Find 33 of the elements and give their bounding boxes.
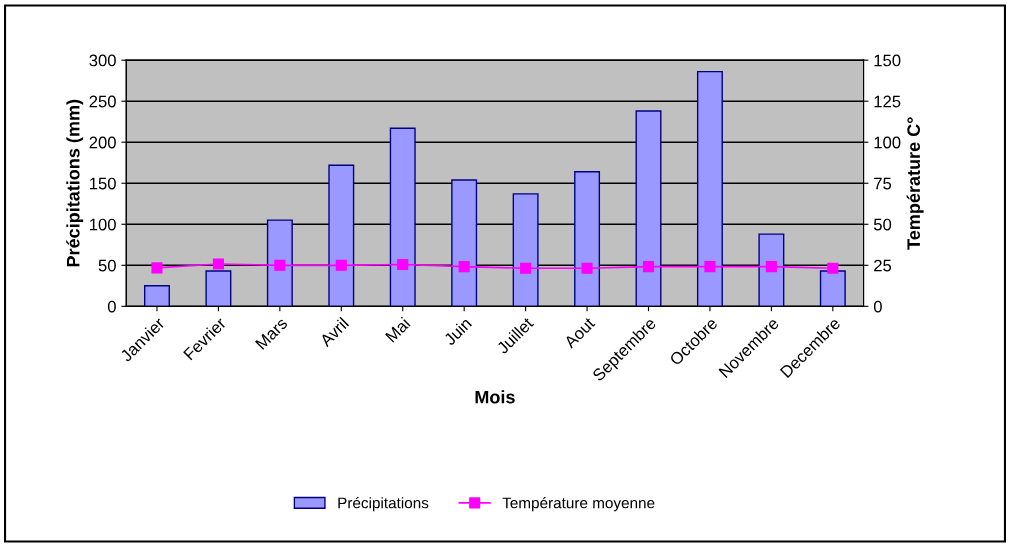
bar (574, 171, 601, 307)
bar (143, 285, 170, 307)
bar (512, 193, 539, 307)
y-tick-label: 0 (107, 300, 116, 313)
y2-tick-label: 100 (874, 136, 901, 149)
y2-tick-label: 25 (874, 259, 892, 272)
x-tick-label: Juin (442, 316, 473, 347)
bar (328, 164, 355, 307)
y2-tick-label: 75 (874, 177, 892, 190)
y2-tick-label: 150 (874, 54, 901, 67)
y-tick-label: 300 (89, 54, 116, 67)
y2-axis-title: Température C° (906, 117, 924, 250)
legend-label: Température moyenne (502, 496, 655, 512)
bar (451, 179, 478, 307)
bar (635, 110, 662, 307)
y-tick-label: 250 (89, 95, 116, 108)
bar (389, 127, 416, 307)
bar (819, 270, 846, 307)
legend-label: Précipitations (338, 496, 429, 512)
y-tick-label: 200 (89, 136, 116, 149)
bar (758, 233, 785, 307)
bar (696, 70, 723, 307)
y-axis-title: Précipitations (mm) (66, 99, 84, 267)
x-tick-label: Mai (384, 316, 411, 343)
y-tick-label: 100 (89, 218, 116, 231)
bar (266, 219, 293, 307)
y2-tick-label: 50 (873, 218, 892, 231)
y2-tick-label: 125 (874, 95, 901, 108)
y-tick-label: 150 (89, 177, 116, 190)
y2-tick-label: 0 (873, 300, 882, 313)
x-axis-title: Mois (475, 390, 515, 404)
y-tick-label: 50 (98, 259, 116, 272)
bar (205, 270, 232, 307)
